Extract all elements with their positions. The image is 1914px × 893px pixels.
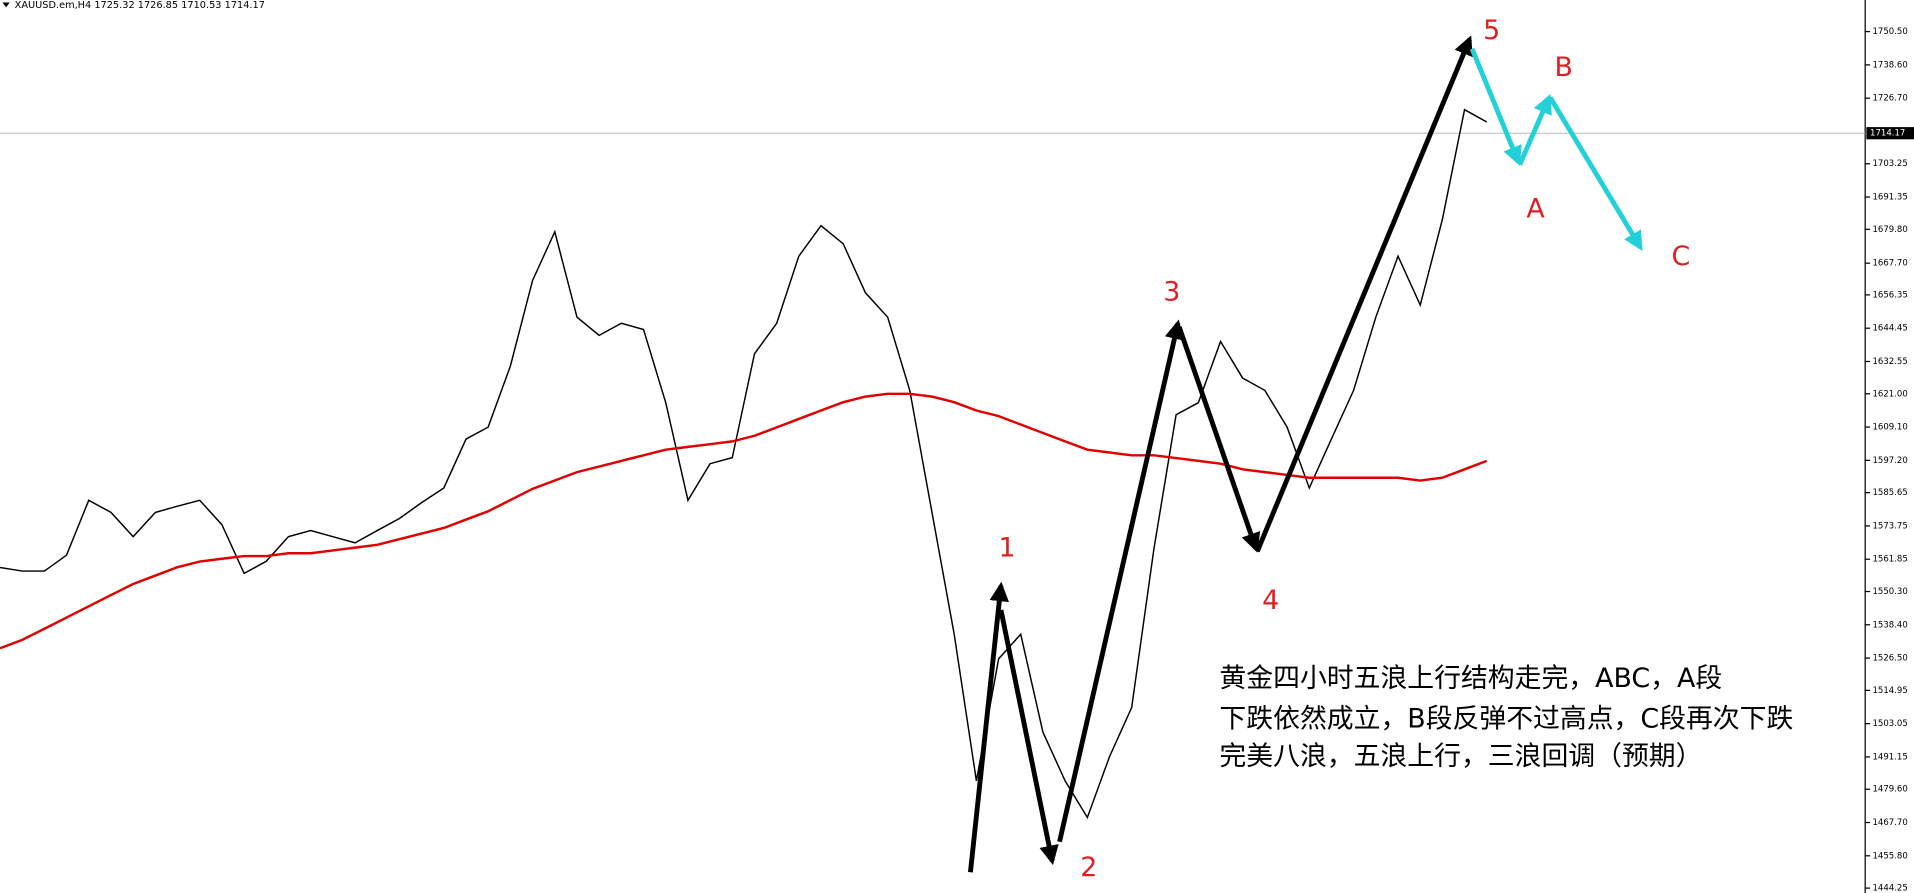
y-tick-label: 1738.60 (1872, 60, 1907, 70)
y-tick-label: 1479.60 (1872, 785, 1907, 795)
y-tick-label: 1656.35 (1872, 290, 1907, 300)
y-tick-label: 1667.70 (1872, 259, 1907, 269)
y-tick-label: 1491.15 (1872, 752, 1907, 762)
wave-label: C (1671, 241, 1690, 272)
price-line (0, 108, 1488, 820)
menu-arrow (2, 2, 10, 8)
y-tick-label: 1526.50 (1872, 654, 1907, 664)
y-tick-label: 1632.55 (1872, 357, 1907, 367)
chart-title: XAUUSD.em,H4 1725.32 1726.85 1710.53 171… (15, 0, 265, 11)
wave-label: A (1526, 193, 1545, 224)
y-tick-label: 1609.10 (1872, 423, 1907, 433)
y-tick-label: 1444.25 (1872, 884, 1907, 893)
y-tick-label: 1585.65 (1872, 488, 1907, 498)
y-tick-label: 1455.80 (1872, 851, 1907, 861)
y-tick-label: 1538.40 (1872, 620, 1907, 630)
y-tick-label: 1597.20 (1872, 456, 1907, 466)
y-tick-label: 1679.80 (1872, 225, 1907, 235)
wave-label: 4 (1262, 585, 1279, 616)
y-tick-label: 1750.50 (1872, 27, 1907, 37)
y-tick-label: 1514.95 (1872, 686, 1907, 696)
annotation: 完美八浪，五浪上行，三浪回调（预期） (1219, 741, 1702, 772)
price-line (0, 392, 1488, 650)
y-tick-label: 1691.35 (1872, 193, 1907, 203)
y-tick-label: 1467.70 (1872, 818, 1907, 828)
y-tick-label: 1573.75 (1872, 521, 1907, 531)
y-tick-label: 1503.05 (1872, 719, 1907, 729)
annotation: 黄金四小时五浪上行结构走完，ABC，A段 (1219, 663, 1722, 694)
y-tick-label: 1550.30 (1872, 587, 1907, 597)
current-price-label: 1714.17 (1870, 129, 1905, 139)
y-tick-label: 1726.70 (1872, 94, 1907, 104)
y-tick-label: 1703.25 (1872, 159, 1907, 169)
y-tick-label: 1644.45 (1872, 324, 1907, 334)
wave-label: 2 (1080, 852, 1097, 883)
current-price-box (1866, 127, 1914, 140)
wave-label: B (1554, 52, 1572, 83)
wave-arrows (967, 35, 1643, 873)
y-tick-label: 1621.00 (1872, 389, 1907, 399)
annotation: 下跌依然成立，B段反弹不过高点，C段再次下跌 (1219, 703, 1793, 734)
wave-label: 3 (1163, 276, 1180, 307)
y-tick-label: 1561.85 (1872, 555, 1907, 565)
wave-label: 5 (1483, 15, 1500, 46)
wave-label: 1 (999, 532, 1016, 563)
